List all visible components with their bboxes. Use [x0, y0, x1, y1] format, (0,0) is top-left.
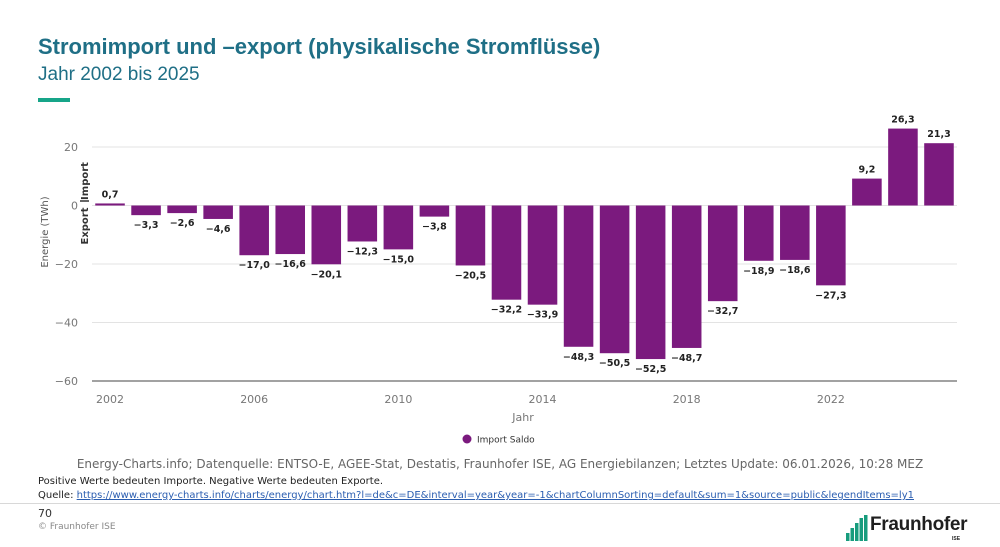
bar: [491, 205, 522, 300]
bar-value-label: −20,1: [311, 269, 342, 280]
x-tick-label: 2010: [384, 393, 412, 406]
bar: [383, 205, 414, 250]
bar-value-label: −52,5: [635, 364, 666, 375]
bar: [635, 205, 666, 360]
bar-value-label: −12,3: [347, 246, 378, 257]
y-axis-label: Energie (TWh): [40, 196, 51, 267]
bar: [239, 205, 269, 256]
bar: [311, 205, 342, 265]
bar: [419, 205, 450, 217]
y-axis-import-label: Import: [80, 162, 91, 200]
bar-value-label: −32,2: [491, 305, 522, 316]
bar: [707, 205, 738, 302]
chart-grid: 20 0 −20 −40 −60 2002 2006 2010 2014 2018 2022: [55, 141, 957, 406]
chart-bars: [95, 128, 954, 360]
bar-value-label: 0,7: [102, 189, 119, 200]
bar-value-label: −50,5: [599, 358, 630, 369]
x-tick-label: 2018: [673, 393, 701, 406]
bar: [924, 143, 954, 206]
logo-subtext: ISE: [952, 536, 961, 542]
y-tick-label: 0: [71, 200, 78, 213]
source-link[interactable]: https://www.energy-charts.info/charts/en…: [76, 490, 914, 501]
bar-value-label: −15,0: [383, 254, 415, 265]
bar-value-label: −3,3: [134, 220, 159, 231]
chart-axes: Energie (TWh) Export Import Jahr: [40, 162, 534, 424]
bar-value-label: −2,6: [170, 218, 195, 229]
bar: [888, 128, 918, 206]
bar-value-label: −18,6: [779, 265, 811, 276]
bar-value-label: −3,8: [422, 222, 447, 233]
y-tick-label: −40: [55, 317, 78, 330]
bar: [743, 205, 774, 261]
import-export-chart: 20 0 −20 −40 −60 2002 2006 2010 2014 2018 2022 0,7…: [40, 115, 957, 446]
data-source-line: Energy-Charts.info; Datenquelle: ENTSO-E…: [76, 457, 924, 471]
bar: [347, 205, 378, 242]
bar: [131, 205, 161, 216]
bar-value-label: −33,9: [527, 310, 558, 321]
footer-divider: [0, 503, 1000, 504]
bar-value-label: −20,5: [455, 270, 486, 281]
bar: [780, 205, 810, 260]
copyright: © Fraunhofer ISE: [38, 522, 116, 532]
page-number: 70: [38, 507, 52, 520]
bar-value-label: −16,6: [275, 259, 307, 270]
bar: [203, 205, 233, 219]
source-line: Quelle: https://www.energy-charts.info/c…: [38, 490, 914, 501]
chart-bar-labels: 0,7 −3,3 −2,6 −4,6 −17,0 −16,6 −20,1 −12,3 −15,0…: [102, 115, 951, 375]
bar: [527, 205, 558, 305]
bar: [599, 205, 630, 354]
bar-value-label: 9,2: [858, 165, 875, 176]
bar: [95, 203, 125, 206]
bar-value-label: −4,6: [206, 224, 231, 235]
x-tick-label: 2006: [240, 393, 268, 406]
bar-value-label: 21,3: [927, 129, 950, 140]
bar: [455, 205, 486, 266]
bar: [816, 205, 846, 286]
fraunhofer-logo: Fraunhofer ISE: [846, 512, 986, 542]
bar-value-label: −18,9: [743, 266, 774, 277]
x-tick-label: 2014: [529, 393, 557, 406]
x-tick-label: 2002: [96, 393, 124, 406]
bar-value-label: −17,0: [238, 260, 270, 271]
bar-value-label: 26,3: [891, 115, 914, 126]
fraunhofer-logo-icon: [846, 515, 868, 541]
bar-value-label: −48,7: [671, 353, 702, 364]
x-tick-label: 2022: [817, 393, 845, 406]
source-label: Quelle:: [38, 490, 77, 501]
legend-marker: [462, 434, 472, 444]
sign-convention-note: Positive Werte bedeuten Importe. Negativ…: [38, 476, 384, 487]
y-tick-label: −20: [55, 258, 78, 271]
chart-legend[interactable]: Import Saldo: [462, 434, 536, 446]
bar: [167, 205, 197, 214]
x-axis-label: Jahr: [511, 411, 534, 424]
bar: [563, 205, 594, 347]
logo-wordmark: Fraunhofer: [870, 514, 968, 535]
bar: [671, 205, 702, 348]
y-tick-label: −60: [55, 375, 78, 388]
bar: [852, 178, 882, 206]
slide-subtitle: Jahr 2002 bis 2025: [38, 64, 200, 85]
y-axis-export-label: Export: [80, 207, 91, 244]
slide-title: Stromimport und –export (physikalische S…: [38, 34, 601, 59]
bar-value-label: −27,3: [815, 290, 846, 301]
y-tick-label: 20: [64, 141, 78, 154]
bar: [275, 205, 306, 255]
title-accent-line: [38, 98, 70, 102]
legend-label: Import Saldo: [477, 436, 535, 446]
bar-value-label: −32,7: [707, 306, 738, 317]
bar-value-label: −48,3: [563, 352, 594, 363]
